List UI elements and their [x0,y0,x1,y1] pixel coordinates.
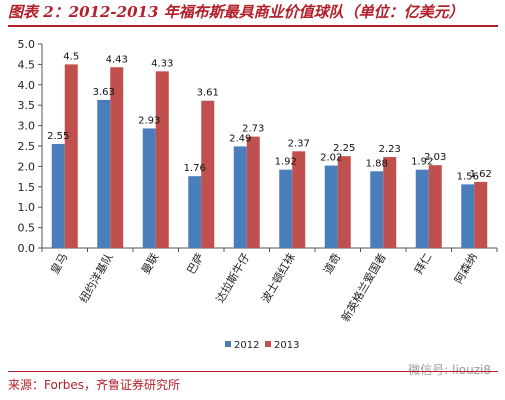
category-label: 曼联 [139,251,161,277]
y-tick-label: 3.0 [18,120,36,133]
y-tick-label: 1.0 [18,201,36,214]
bar-2013 [64,64,78,249]
bar-2012 [324,165,338,248]
wechat-watermark: 微信号: liouzi8 [408,363,491,377]
bar-2013 [337,156,351,248]
legend-label: 2012 [234,340,259,351]
y-tick-label: 2.0 [18,160,36,173]
y-tick-label: 4.5 [18,58,36,71]
bar-2012 [142,128,156,248]
data-label: 4.5 [63,51,79,62]
data-label: 1.88 [366,158,388,169]
category-label: 达拉斯牛仔 [213,251,253,306]
category-label: 波士顿红袜 [258,251,298,306]
data-label: 2.49 [229,133,251,144]
y-tick-label: 3.5 [18,99,36,112]
data-label: 1.62 [470,169,492,180]
y-tick-label: 0.0 [18,242,36,255]
bar-chart: 0.0 0.5 1.0 1.5 2.0 2.5 3.0 3.5 4.0 4.5 5.0 2.55 3.… [18,38,498,351]
category-label: 阿森纳 [451,251,480,287]
data-label: 2.73 [242,124,264,135]
y-tick-label: 2.5 [18,140,36,153]
y-tick-label: 1.5 [18,181,36,194]
source-divider [8,371,498,372]
data-label: 2.93 [138,115,160,126]
bar-2013 [292,151,306,248]
bar-2012 [97,99,111,249]
bar-2012 [51,143,65,248]
data-label: 1.56 [457,171,479,182]
bar-2012 [415,169,429,248]
bar-2013 [246,136,260,248]
bar-2013 [110,67,124,248]
data-label: 1.76 [184,163,206,174]
bar-2013 [428,165,442,248]
data-label: 2.55 [47,131,69,142]
bar-2012 [370,171,384,248]
category-label: 巴萨 [185,251,207,277]
source-note: 来源：Forbes，齐鲁证券研究所 [8,378,181,392]
data-label: 1.92 [275,157,297,168]
y-tick-label: 0.5 [18,222,36,235]
legend-swatch-2013 [265,341,271,347]
y-tick-label: 5.0 [18,38,36,51]
chart-bars [51,64,488,249]
category-label: 纽约洋基队 [76,251,116,306]
data-label: 1.92 [411,157,433,168]
category-label: 道奇 [320,251,343,277]
data-label: 2.37 [288,138,310,149]
bar-2013 [474,181,488,248]
data-label: 2.25 [333,143,355,154]
data-label: 3.61 [197,88,219,99]
bar-2013 [201,100,215,248]
chart-legend: 2012 2013 [225,340,299,351]
bar-2012 [188,176,202,248]
bar-2012 [461,184,475,248]
category-label: 拜仁 [412,251,434,277]
title-divider [8,25,498,27]
legend-label: 2013 [274,340,299,351]
category-label: 新英格兰爱国者 [338,251,389,325]
bar-2012 [279,169,293,248]
data-label: 4.33 [151,58,173,69]
data-label: 2.03 [424,152,446,163]
chart-title: 图表 2：2012-2013 年福布斯最具商业价值球队（单位：亿美元） [8,3,464,21]
data-label: 4.43 [106,54,128,65]
chart-data-labels: 2.55 3.63 2.93 1.76 2.49 1.92 2.02 1.88 1.92 1.56… [47,51,492,182]
data-label: 2.23 [379,144,401,155]
bar-2013 [155,71,169,248]
chart-title-area: 图表 2：2012-2013 年福布斯最具商业价值球队（单位：亿美元） [8,2,498,24]
bar-2012 [233,146,247,248]
bar-2013 [383,157,397,248]
category-label: 皇马 [47,251,70,277]
y-tick-label: 4.0 [18,79,36,92]
legend-swatch-2012 [225,341,231,347]
data-label: 3.63 [93,87,115,98]
chart-axes: 0.0 0.5 1.0 1.5 2.0 2.5 3.0 3.5 4.0 4.5 5.0 [18,38,498,255]
data-label: 2.02 [320,153,342,164]
